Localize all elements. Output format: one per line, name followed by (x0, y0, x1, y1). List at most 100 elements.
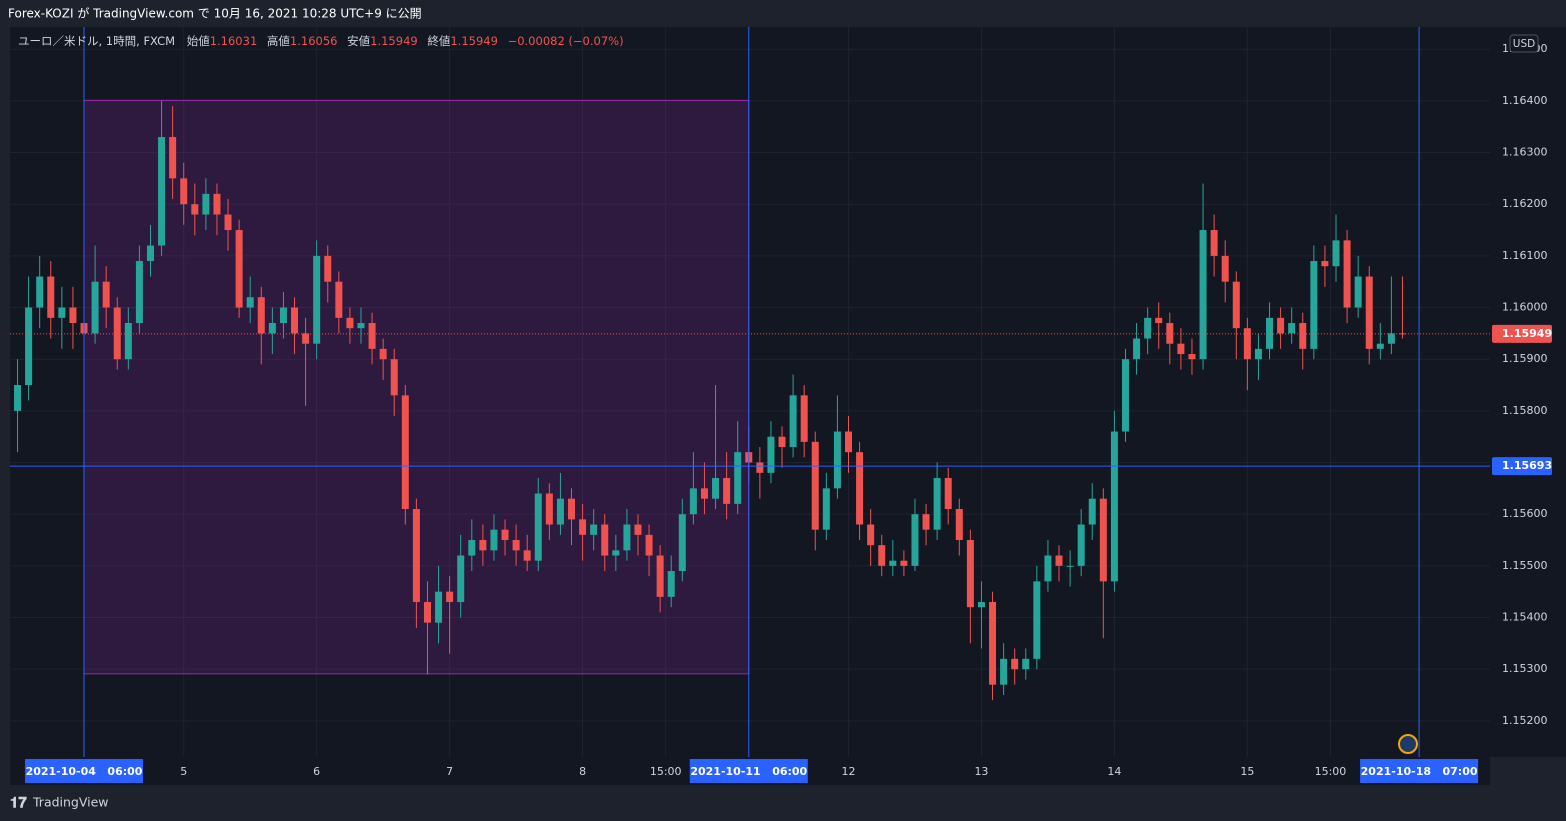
candle-body (1155, 317, 1163, 324)
candle-body (645, 534, 653, 556)
candle-body (158, 137, 166, 246)
y-tick-label: 1.15400 (1502, 611, 1548, 624)
candle-body (91, 281, 99, 334)
candle-body (102, 281, 110, 308)
candle-body (700, 488, 708, 499)
x-tick-label: 8 (579, 765, 586, 778)
x-tick-label: 15:00 (650, 765, 682, 778)
currency-box[interactable] (1509, 34, 1539, 53)
candle-body (246, 297, 254, 308)
vline-label-box (1360, 759, 1479, 783)
candle-body (867, 524, 875, 546)
candle-body (1166, 323, 1174, 344)
y-tick-label: 1.15900 (1502, 352, 1548, 365)
candle-body (556, 498, 564, 525)
y-tick-label: 1.15800 (1502, 404, 1548, 417)
candle-body (224, 214, 232, 231)
candle-body (1277, 317, 1285, 334)
candle-body (235, 230, 243, 308)
candle-body (612, 550, 620, 556)
currency: USD (1513, 38, 1535, 50)
legend-label: 始値 (187, 34, 210, 48)
candle-body (767, 436, 775, 473)
candle-body (446, 591, 454, 603)
candle-body (811, 441, 819, 530)
candle-body (14, 385, 22, 411)
x-tick-label: 13 (974, 765, 988, 778)
candle-body (213, 193, 221, 215)
candle-body (423, 602, 431, 623)
candle-body (335, 281, 343, 318)
vline-label: 2021-10-04 06:00 (26, 765, 143, 778)
plot-area (10, 27, 1490, 757)
candle-body (534, 493, 542, 561)
candle-body (390, 359, 398, 396)
candle-body (47, 276, 55, 318)
candle-body (346, 317, 354, 329)
candle-body (579, 519, 587, 535)
candle-body (944, 478, 952, 510)
candle-body (324, 255, 332, 282)
y-tick-label: 1.15200 (1502, 714, 1548, 727)
candle-body (656, 555, 664, 597)
candle-body (1199, 230, 1207, 360)
candle-body (25, 307, 33, 386)
hline-label: 1.15693 (1502, 459, 1552, 472)
price-axis (1490, 27, 1566, 757)
candle-body (135, 261, 143, 324)
candle-body (191, 204, 199, 215)
y-tick-label: 1.16200 (1502, 197, 1548, 210)
grid: 1.152001.153001.154001.155001.156001.157… (10, 27, 1548, 778)
candle-body (58, 307, 66, 318)
candle-body (69, 307, 77, 324)
candle-body (124, 323, 132, 360)
candle-body (1110, 431, 1118, 582)
candle-body (756, 462, 764, 473)
candle-body (501, 529, 509, 541)
candle-body (1022, 658, 1030, 670)
candle-body (1288, 323, 1296, 334)
candle-body (202, 193, 210, 215)
vline-label: 2021-10-18 07:00 (1361, 765, 1478, 778)
event-icon[interactable] (1398, 734, 1418, 754)
y-tick-label: 1.16100 (1502, 249, 1548, 262)
candle-body (490, 529, 498, 551)
candle-body (789, 395, 797, 448)
legend-value: 1.15949 (450, 34, 498, 48)
candle-body (1365, 276, 1373, 349)
candle-body (512, 540, 520, 551)
candle-body (1000, 658, 1008, 685)
candle-body (313, 255, 321, 344)
candle-body (357, 323, 365, 329)
hline-label-box (1492, 457, 1552, 476)
candle-body (1088, 498, 1096, 525)
candle-body (689, 488, 697, 515)
candle-body (1221, 255, 1229, 282)
candle-body (1210, 230, 1218, 256)
legend-change: −0.00082 (−0.07%) (508, 34, 624, 48)
candle-body (412, 509, 420, 603)
candle-body (778, 436, 786, 448)
candle-body (379, 348, 387, 360)
candle-body (900, 560, 908, 566)
last-price-box (1492, 324, 1552, 343)
legend-value: 1.16031 (210, 34, 258, 48)
candle-body (169, 137, 177, 179)
logo-mark: 𝟏𝟕 (10, 794, 27, 812)
candle-body (634, 524, 642, 535)
candle-body (36, 276, 44, 308)
candle-body (878, 545, 886, 566)
y-tick-label: 1.15300 (1502, 662, 1548, 675)
y-tick-label: 1.15600 (1502, 507, 1548, 520)
candle-body (468, 540, 476, 556)
candle-body (800, 395, 808, 442)
candle-body (911, 514, 919, 566)
candle-body (291, 307, 299, 334)
candle-body (1376, 343, 1384, 349)
y-tick-label: 1.15500 (1502, 559, 1548, 572)
candle-body (1177, 343, 1185, 355)
candle-body (457, 555, 465, 603)
x-tick-label: 14 (1107, 765, 1121, 778)
candle-body (1133, 338, 1141, 360)
